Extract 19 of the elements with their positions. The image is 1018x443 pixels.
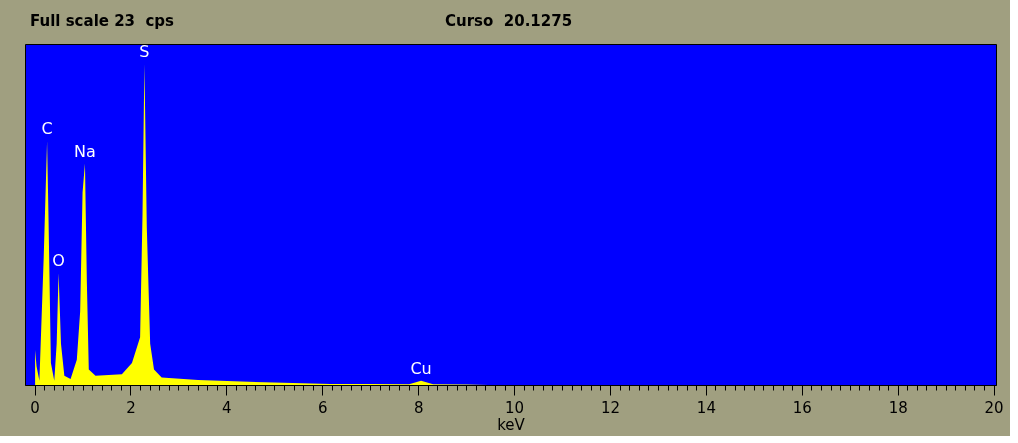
x-tick-label: 18 bbox=[888, 398, 908, 417]
chart-title: Full scale 23 cps bbox=[30, 11, 175, 32]
annotation: S bbox=[139, 41, 150, 61]
x-axis-title: keV bbox=[497, 415, 526, 434]
annotation: O bbox=[52, 250, 65, 270]
x-tick-label: 6 bbox=[318, 398, 328, 417]
chart-subtitle: Curso 20.1275 bbox=[445, 11, 573, 32]
x-tick-label: 0 bbox=[30, 398, 40, 417]
annotation: C bbox=[41, 119, 53, 139]
x-tick-label: 12 bbox=[600, 398, 621, 417]
x-tick-label: 14 bbox=[696, 398, 716, 417]
x-tick-label: 2 bbox=[126, 398, 136, 417]
x-tick-label: 20 bbox=[984, 398, 1004, 417]
x-tick-label: 16 bbox=[792, 398, 812, 417]
annotation: Cu bbox=[410, 358, 432, 378]
x-tick-label: 4 bbox=[222, 398, 232, 417]
x-tick-label: 8 bbox=[413, 398, 424, 417]
annotation: Na bbox=[74, 141, 96, 161]
x-tick-label: 10 bbox=[505, 398, 525, 417]
